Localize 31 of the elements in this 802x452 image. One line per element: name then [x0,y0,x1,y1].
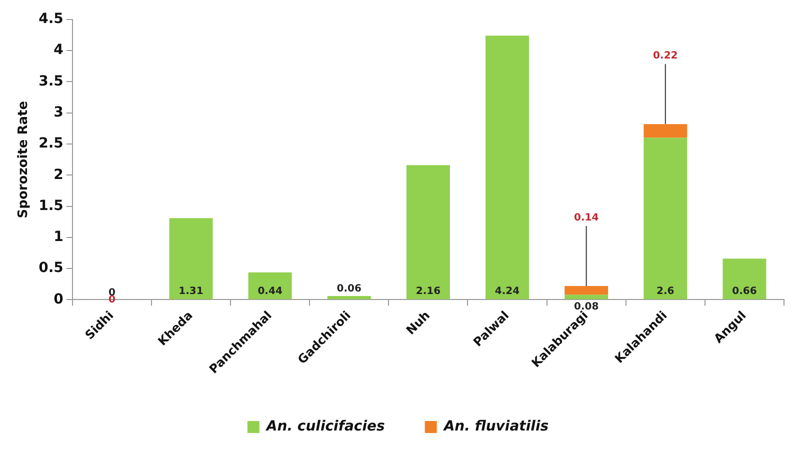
data-label: 0.06 [336,284,362,295]
data-label: 2.6 [656,286,674,297]
y-tick-label: 3 [54,104,64,120]
y-tick-label: 2.5 [38,136,64,152]
bar [248,272,292,300]
data-label: 0.44 [258,286,282,297]
legend-label: An. culicifacies [265,418,385,435]
y-tick-label: 0 [54,291,64,308]
data-label: 1.31 [178,286,204,297]
legend-label: An. fluviatilis [442,418,549,435]
data-label: 0.22 [653,50,678,62]
y-tick-label: 1.5 [38,198,64,214]
y-tick-label: 4.5 [38,11,64,28]
bar [406,165,450,300]
data-label: 0.66 [732,286,757,297]
y-tick-label: 3.5 [38,73,64,90]
y-tick-label: 1 [54,229,64,246]
bar [169,218,213,300]
bar [327,296,371,300]
y-tick-label: 0.5 [38,260,64,276]
data-label: 2.16 [416,286,441,297]
data-label: 4.24 [494,286,520,297]
bar [722,258,766,300]
y-axis-title: Sporozoite Rate [16,100,32,218]
bar [644,138,688,300]
bar [486,36,530,300]
y-tick-label: 2 [54,166,64,183]
bar [564,286,608,295]
y-tick-label: 4 [54,42,64,58]
data-label: 0.14 [574,212,599,224]
bar [644,124,688,138]
